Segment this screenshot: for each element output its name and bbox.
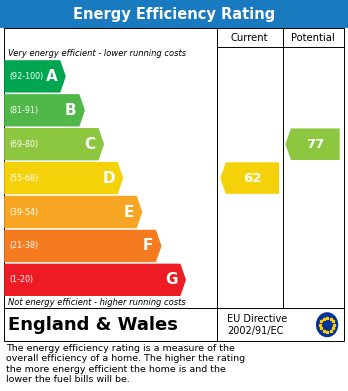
Text: (39-54): (39-54) xyxy=(9,208,39,217)
Polygon shape xyxy=(4,264,186,296)
Text: Very energy efficient - lower running costs: Very energy efficient - lower running co… xyxy=(8,48,186,58)
Polygon shape xyxy=(4,94,85,126)
Text: (81-91): (81-91) xyxy=(9,106,39,115)
Text: G: G xyxy=(165,272,177,287)
Text: D: D xyxy=(102,170,115,186)
Polygon shape xyxy=(285,128,340,160)
Circle shape xyxy=(316,312,338,337)
Polygon shape xyxy=(4,230,161,262)
Text: (55-68): (55-68) xyxy=(9,174,39,183)
Text: Current: Current xyxy=(231,32,268,43)
Bar xyxy=(0,0,348,28)
Text: The energy efficiency rating is a measure of the
overall efficiency of a home. T: The energy efficiency rating is a measur… xyxy=(6,344,245,384)
Text: (1-20): (1-20) xyxy=(9,275,33,284)
Text: Not energy efficient - higher running costs: Not energy efficient - higher running co… xyxy=(8,298,185,307)
Bar xyxy=(4,308,344,341)
Text: 77: 77 xyxy=(306,138,324,151)
Text: EU Directive
2002/91/EC: EU Directive 2002/91/EC xyxy=(227,314,287,335)
Text: England & Wales: England & Wales xyxy=(8,316,177,334)
Text: A: A xyxy=(46,69,57,84)
Text: B: B xyxy=(65,103,77,118)
Text: (69-80): (69-80) xyxy=(9,140,39,149)
Polygon shape xyxy=(4,128,104,160)
Text: 62: 62 xyxy=(243,172,262,185)
Bar xyxy=(4,28,344,308)
Text: Potential: Potential xyxy=(291,32,335,43)
Text: Energy Efficiency Rating: Energy Efficiency Rating xyxy=(73,7,275,22)
Text: C: C xyxy=(85,137,96,152)
Text: (21-38): (21-38) xyxy=(9,241,39,250)
Text: F: F xyxy=(143,239,153,253)
Polygon shape xyxy=(220,162,279,194)
Polygon shape xyxy=(4,60,66,93)
Polygon shape xyxy=(4,196,142,228)
Text: E: E xyxy=(124,204,134,219)
Polygon shape xyxy=(4,162,123,194)
Text: (92-100): (92-100) xyxy=(9,72,44,81)
